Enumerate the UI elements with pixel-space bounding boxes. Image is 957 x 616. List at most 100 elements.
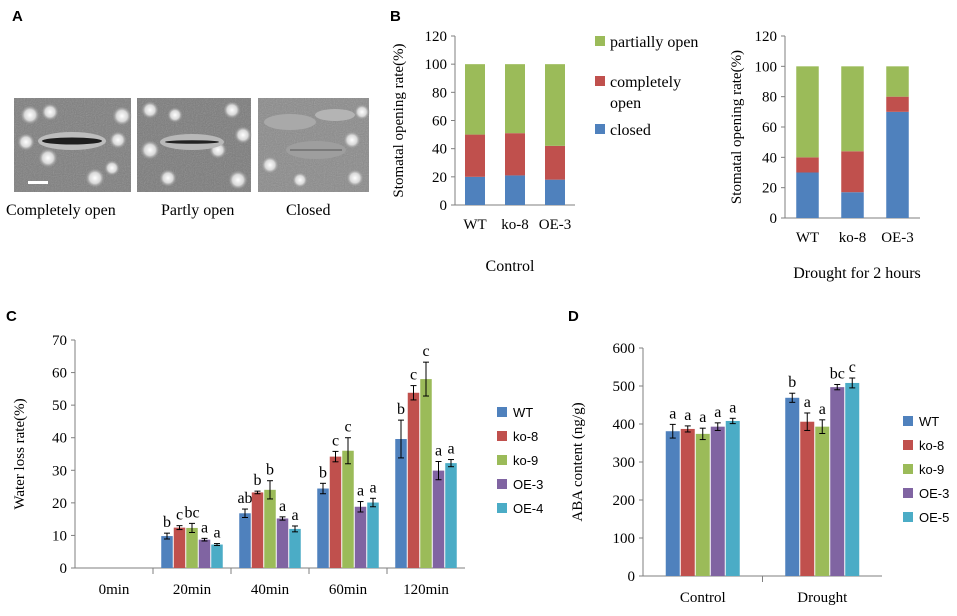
y-tick-label: 20 — [52, 496, 67, 512]
legend-swatch-ko-8 — [903, 440, 913, 450]
caption-closed: Closed — [286, 202, 330, 219]
bar-WT-Drought — [785, 397, 800, 576]
y-tick-label: 200 — [613, 493, 636, 509]
bar-OE-5-Control — [725, 420, 740, 576]
legend-label-ko-9: ko-9 — [513, 453, 538, 468]
significance-label: b — [266, 462, 274, 479]
legend-label-OE-3: OE-3 — [513, 477, 543, 492]
bar-segment-closed-OE-3 — [886, 111, 909, 218]
bar-segment-partially-open-ko-8 — [505, 64, 525, 134]
y-tick-label: 30 — [52, 463, 67, 479]
panel-a-letter: A — [12, 8, 23, 25]
bar-segment-partially-open-WT — [465, 64, 485, 135]
x-tick-label: ko-8 — [501, 217, 529, 233]
y-tick-label: 10 — [52, 528, 67, 544]
legend-swatch-ko-8 — [497, 431, 507, 441]
y-tick-label: 500 — [613, 379, 636, 395]
x-tick-label: 40min — [251, 582, 290, 598]
significance-label: b — [163, 514, 171, 531]
bar-segment-completely-open-OE-3 — [886, 96, 909, 112]
bar-OE-3-120min — [432, 470, 445, 568]
legend-label: completely — [610, 74, 681, 91]
x-tick-label: OE-3 — [881, 230, 914, 246]
significance-label: a — [447, 441, 454, 458]
bar-segment-completely-open-WT — [796, 157, 819, 173]
legend-label-WT: WT — [919, 414, 939, 429]
significance-label: c — [410, 367, 417, 384]
panel-a: A — [6, 8, 370, 219]
significance-label: c — [344, 419, 351, 436]
y-tick-label: 40 — [52, 431, 67, 447]
significance-label: a — [729, 399, 736, 416]
bar-ko-8-Drought — [800, 421, 815, 576]
significance-label: ab — [237, 490, 252, 507]
legend-label: partially open — [610, 34, 698, 51]
y-tick-label: 300 — [613, 455, 636, 471]
significance-label: c — [332, 432, 339, 449]
y-tick-label: 0 — [770, 211, 778, 227]
bar-OE-5-Drought — [845, 382, 860, 576]
bar-segment-closed-WT — [796, 172, 819, 218]
bar-ko-8-120min — [407, 392, 420, 568]
bar-OE-3-Drought — [830, 387, 845, 576]
significance-label: a — [819, 401, 826, 418]
bar-segment-closed-WT — [465, 176, 485, 205]
bar-segment-partially-open-OE-3 — [886, 66, 909, 97]
x-tick-label: WT — [796, 230, 819, 246]
legend-label: closed — [610, 122, 651, 139]
legend-label-ko-8: ko-8 — [513, 429, 538, 444]
significance-label: bc — [830, 365, 845, 382]
significance-label: b — [254, 472, 262, 489]
bar-WT-40min — [239, 513, 251, 568]
bar-OE-4-40min — [289, 528, 301, 568]
y-tick-label: 60 — [762, 120, 777, 136]
bar-ko-9-Control — [695, 433, 710, 576]
significance-label: a — [669, 405, 676, 422]
y-axis-label: Water loss rate(%) — [12, 398, 28, 509]
bar-OE-3-Control — [710, 426, 725, 576]
bar-WT-20min — [161, 536, 173, 568]
y-tick-label: 40 — [762, 150, 777, 166]
bar-ko-8-60min — [329, 456, 342, 568]
significance-label: a — [804, 394, 811, 411]
y-axis-label: ABA content (ng/g) — [570, 402, 586, 521]
significance-label: b — [397, 401, 405, 418]
significance-label: a — [357, 483, 364, 500]
legend-swatch-WT — [497, 407, 507, 417]
y-tick-label: 400 — [613, 417, 636, 433]
legend-swatch-OE-5 — [903, 512, 913, 522]
chart-caption: Control — [486, 258, 535, 275]
legend-swatch-OE-3 — [497, 479, 507, 489]
y-tick-label: 120 — [755, 29, 778, 45]
y-tick-label: 0 — [60, 561, 68, 577]
legend-swatch-ko-9 — [497, 455, 507, 465]
bar-WT-Control — [665, 431, 680, 576]
y-axis-label: Stomatal opening rate(%) — [729, 50, 745, 204]
bar-segment-closed-ko-8 — [505, 175, 525, 205]
chart-b-drought: 0 20 40 60 80 100 120 WT ko-8 OE-3 Stomatal openin… — [729, 29, 921, 282]
y-tick-label: 120 — [425, 29, 448, 45]
bar-segment-completely-open-OE-3 — [545, 145, 565, 180]
y-tick-label: 80 — [432, 85, 447, 101]
bar-segment-partially-open-WT — [796, 66, 819, 158]
y-tick-label: 60 — [52, 366, 67, 382]
caption-partly-open: Partly open — [161, 202, 234, 219]
bar-segment-partially-open-OE-3 — [545, 64, 565, 146]
bar-OE-4-120min — [445, 463, 457, 568]
x-tick-label: 0min — [99, 582, 130, 598]
caption-completely-open: Completely open — [6, 202, 116, 219]
y-tick-label: 600 — [613, 341, 636, 357]
micrograph-partly-open — [137, 98, 252, 192]
significance-label: a — [201, 519, 208, 536]
legend-swatch-ko-9 — [903, 464, 913, 474]
significance-label: a — [714, 404, 721, 421]
bar-segment-completely-open-ko-8 — [505, 133, 525, 176]
legend-label-OE-3: OE-3 — [919, 486, 949, 501]
bar-OE-4-20min — [211, 544, 223, 568]
significance-label: b — [788, 374, 796, 391]
bar-ko-9-20min — [186, 527, 198, 568]
significance-label: a — [435, 442, 442, 459]
